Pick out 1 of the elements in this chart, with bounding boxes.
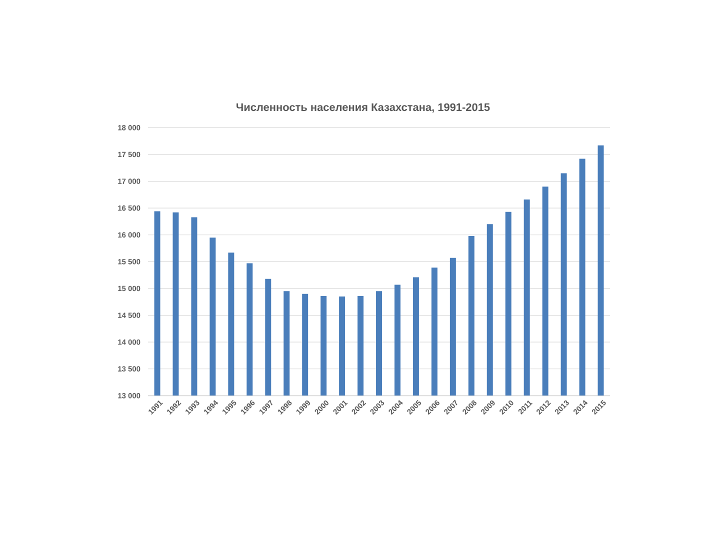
chart-title: Численность населения Казахстана, 1991-2015	[236, 103, 490, 113]
